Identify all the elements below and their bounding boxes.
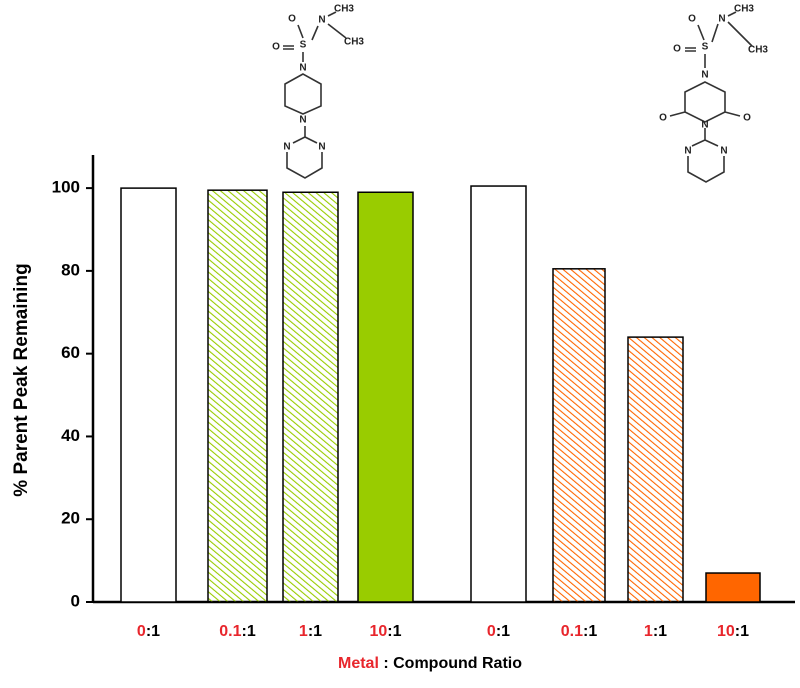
x-tick-label-metal: 10: [717, 623, 735, 640]
x-tick-label-metal: 1: [644, 623, 653, 640]
atom-label: O: [659, 113, 667, 124]
x-tick-label: 0.1:1: [219, 623, 256, 640]
bar: [282, 191, 339, 603]
x-tick-label: 0:1: [137, 623, 160, 640]
x-tick-label: 1:1: [644, 623, 667, 640]
atom-label: O: [673, 44, 681, 55]
x-axis-label: Metal : Compound Ratio: [338, 655, 522, 672]
x-tick-label-metal: 10: [369, 623, 387, 640]
atom-label: N: [684, 146, 691, 157]
atom-label: O: [288, 14, 296, 25]
atom-label: N: [701, 120, 708, 131]
y-axis-label: % Parent Peak Remaining: [11, 263, 32, 496]
atom-label: O: [743, 113, 751, 124]
structure-bonds: [283, 11, 753, 183]
atom-label: N: [318, 142, 325, 153]
bar: [552, 268, 606, 603]
x-tick-label: 1:1: [299, 623, 322, 640]
atom-label: CH3: [748, 45, 768, 56]
atom-label: CH3: [734, 4, 754, 15]
bar: [120, 187, 177, 603]
bar: [470, 185, 527, 603]
x-tick-label-compound: :1: [242, 623, 256, 640]
atom-label: S: [702, 42, 709, 53]
atom-label: N: [299, 115, 306, 126]
atom-label: N: [283, 142, 290, 153]
bar: [357, 191, 414, 603]
y-tick-label: 20: [61, 509, 80, 528]
atom-label: N: [318, 15, 325, 26]
y-tick-label: 40: [61, 426, 80, 445]
y-tick-label: 60: [61, 343, 80, 362]
atom-label: N: [720, 146, 727, 157]
x-tick-label-metal: 0.1: [219, 623, 241, 640]
y-tick-label: 100: [52, 178, 80, 197]
atom-label: CH3: [344, 37, 364, 48]
x-tick-label: 10:1: [717, 623, 749, 640]
atom-label: O: [272, 42, 280, 53]
x-tick-label-compound: :1: [735, 623, 749, 640]
atom-label: CH3: [334, 4, 354, 15]
atom-label: O: [688, 14, 696, 25]
x-tick-label-compound: :1: [583, 623, 597, 640]
x-tick-label-compound: :1: [496, 623, 510, 640]
y-tick-label: 0: [71, 591, 80, 610]
x-tick-label-compound: :1: [146, 623, 160, 640]
x-tick-label-compound: :1: [308, 623, 322, 640]
x-tick-label-compound: :1: [653, 623, 667, 640]
y-tick-label: 80: [61, 260, 80, 279]
x-tick-label-metal: 0: [487, 623, 496, 640]
atom-label: N: [299, 63, 306, 74]
bar: [207, 189, 268, 603]
atom-label: S: [300, 40, 307, 51]
x-tick-label-metal: 1: [299, 623, 308, 640]
bar: [627, 336, 684, 603]
x-axis-label-rest: : Compound Ratio: [379, 655, 522, 672]
x-axis-label-metal: Metal: [338, 655, 379, 672]
atom-label: N: [718, 14, 725, 25]
x-tick-label-compound: :1: [387, 623, 401, 640]
x-tick-label: 10:1: [369, 623, 401, 640]
x-tick-label-metal: 0: [137, 623, 146, 640]
x-tick-label-metal: 0.1: [561, 623, 583, 640]
x-tick-label: 0.1:1: [561, 623, 598, 640]
x-tick-label: 0:1: [487, 623, 510, 640]
atom-label: N: [701, 70, 708, 81]
bar: [705, 572, 761, 603]
